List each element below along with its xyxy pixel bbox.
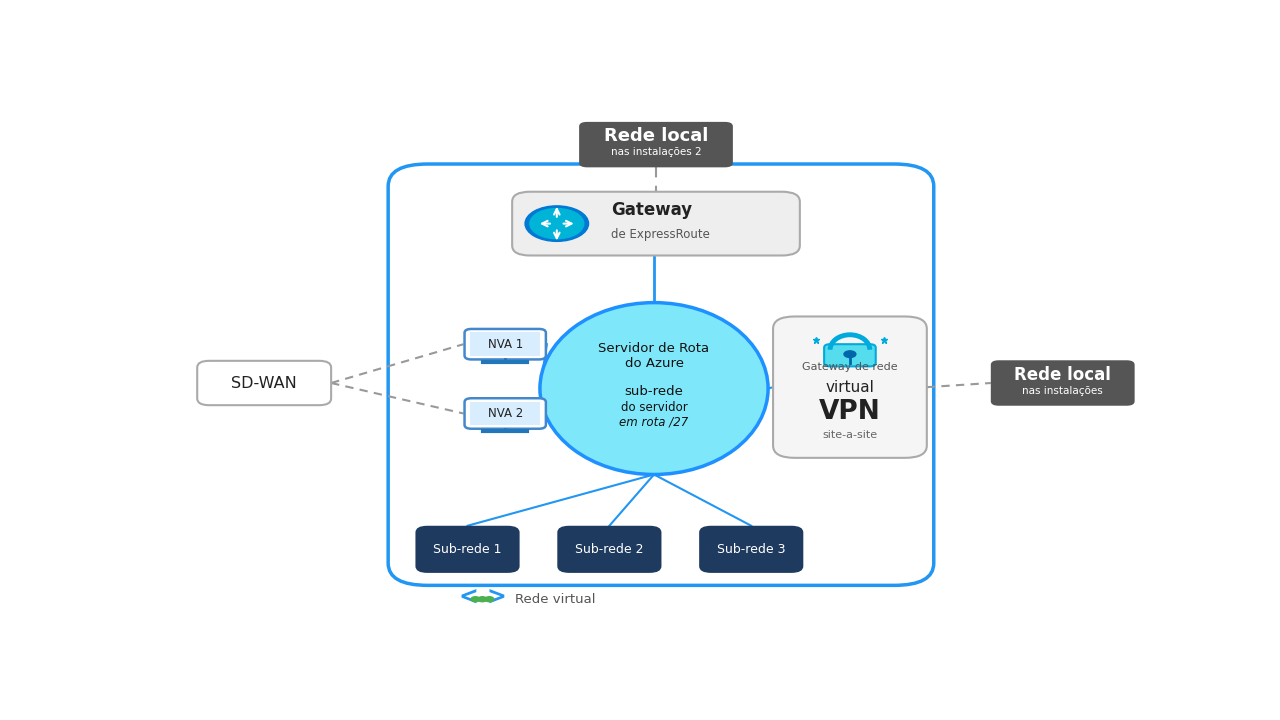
Text: sub-rede: sub-rede [625,384,684,398]
FancyBboxPatch shape [991,360,1134,406]
Text: em rota /27: em rota /27 [620,415,689,428]
FancyBboxPatch shape [579,122,733,167]
Text: Rede virtual: Rede virtual [515,593,595,606]
Ellipse shape [540,302,768,474]
Text: Servidor de Rota: Servidor de Rota [599,341,709,354]
Text: NVA 1: NVA 1 [488,338,522,351]
Text: site-a-site: site-a-site [822,430,878,440]
Circle shape [530,209,584,239]
Circle shape [485,597,494,602]
FancyBboxPatch shape [699,526,804,573]
FancyBboxPatch shape [416,526,520,573]
Text: Rede local: Rede local [604,127,708,145]
Text: nas instalações: nas instalações [1023,387,1103,396]
FancyBboxPatch shape [512,192,800,256]
FancyBboxPatch shape [557,526,662,573]
Text: Sub-rede 2: Sub-rede 2 [575,543,644,556]
Text: nas instalações 2: nas instalações 2 [611,148,701,158]
Circle shape [525,206,589,241]
Text: Gateway de rede: Gateway de rede [803,362,897,372]
Text: >: > [486,585,506,610]
FancyBboxPatch shape [465,329,545,359]
FancyBboxPatch shape [465,398,545,428]
Text: <: < [458,585,479,610]
Text: Rede local: Rede local [1014,366,1111,384]
Circle shape [844,351,856,358]
Circle shape [477,597,486,602]
Text: NVA 2: NVA 2 [488,407,522,420]
Text: VPN: VPN [819,400,881,426]
Text: do Azure: do Azure [625,357,684,370]
Text: Gateway: Gateway [612,201,692,219]
Circle shape [471,597,480,602]
FancyBboxPatch shape [471,332,540,356]
Text: Sub-rede 3: Sub-rede 3 [717,543,786,556]
Text: virtual: virtual [826,380,874,395]
FancyBboxPatch shape [197,361,332,405]
FancyBboxPatch shape [773,317,927,458]
FancyBboxPatch shape [471,402,540,426]
Text: de ExpressRoute: de ExpressRoute [612,228,710,241]
Text: do servidor: do servidor [621,402,687,415]
Text: SD-WAN: SD-WAN [232,376,297,390]
Text: Sub-rede 1: Sub-rede 1 [433,543,502,556]
FancyBboxPatch shape [824,344,876,366]
